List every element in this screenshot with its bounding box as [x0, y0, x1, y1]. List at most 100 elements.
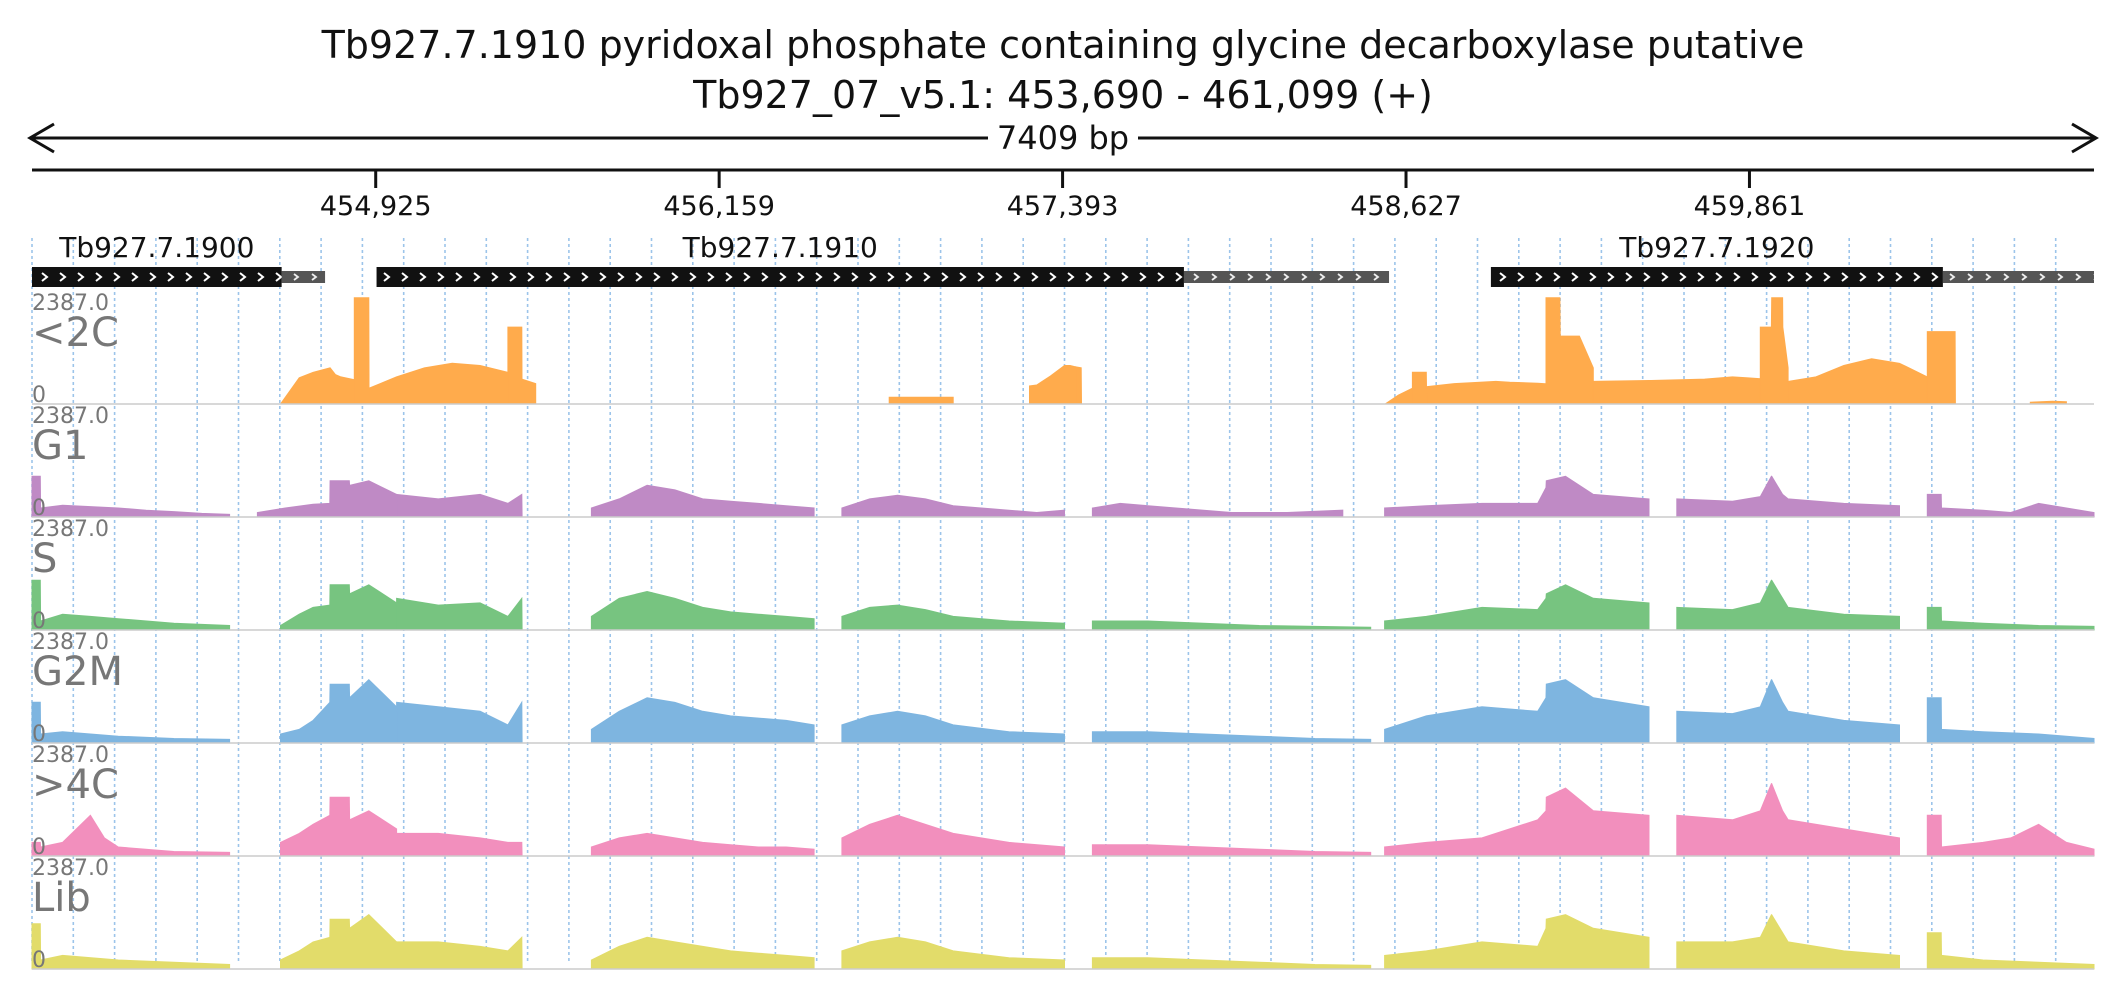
- coverage-area: [1091, 502, 1344, 518]
- axis-ticks: 454,925 456,159 457,393 458,627 459,861: [320, 170, 1805, 222]
- y-max-label: 2387.0: [32, 743, 109, 768]
- coverage-area: [1384, 914, 1650, 970]
- coverage-area: [280, 914, 398, 970]
- coverage-area: [279, 367, 355, 405]
- coverage-area: [1029, 365, 1077, 405]
- coverage-area: [31, 923, 231, 970]
- coverage-area: [590, 484, 815, 518]
- gridlines: [31, 238, 2057, 962]
- coverage-track: 2387.0>4C 0: [31, 743, 2095, 860]
- tick-label: 454,925: [320, 191, 432, 222]
- coverage-area: [396, 493, 536, 518]
- coverage-area: [1545, 297, 1594, 405]
- y-min-label: 0: [32, 835, 46, 860]
- gene-utr-strand: [281, 271, 326, 283]
- coverage-area: [280, 796, 398, 857]
- coverage-area: [590, 590, 815, 631]
- coverage-area: [888, 396, 954, 405]
- y-max-label: 2387.0: [32, 404, 109, 429]
- coverage-track: 2387.0S 0: [31, 517, 2095, 634]
- coverage-area: [396, 832, 536, 857]
- coverage-area: [1787, 358, 1928, 405]
- track-name: G1: [32, 423, 88, 469]
- coverage-area: [1926, 697, 2095, 744]
- coverage-area: [280, 584, 398, 631]
- coverage-area: [1091, 620, 1372, 631]
- coverage-area: [1384, 584, 1650, 631]
- coverage-track: 2387.0G1 0: [31, 404, 2095, 521]
- coverage-track: 2387.0<2C 0: [32, 291, 2094, 408]
- track-name: Lib: [32, 875, 91, 921]
- coverage-area: [1384, 787, 1650, 857]
- coverage-area: [396, 596, 536, 631]
- coverage-area: [1091, 844, 1372, 857]
- coverage-area: [1592, 376, 1761, 405]
- track-name: S: [32, 536, 57, 582]
- coverage-area: [1091, 731, 1372, 744]
- gene-label: Tb927.7.1920: [1618, 231, 1814, 264]
- coverage-area: [1075, 366, 1083, 405]
- coverage-area: [1091, 957, 1372, 970]
- coverage-area: [1676, 679, 1900, 744]
- coverage-area: [1926, 606, 2095, 631]
- coverage-area: [368, 362, 537, 405]
- coverage-area: [396, 936, 536, 970]
- coverage-area: [590, 936, 815, 970]
- figure-subtitle: Tb927_07_v5.1: 453,690 - 461,099 (+): [692, 73, 1433, 117]
- coverage-area: [1676, 579, 1900, 631]
- coverage-area: [1676, 783, 1900, 857]
- span-length-label: 7409 bp: [997, 119, 1129, 157]
- coverage-area: [841, 710, 1065, 744]
- track-name: >4C: [32, 762, 119, 808]
- gene-label: Tb927.7.1910: [682, 231, 878, 264]
- arrow-right-icon: [2071, 122, 2099, 154]
- coverage-area: [31, 475, 231, 518]
- y-min-label: 0: [32, 722, 46, 747]
- coverage-area: [1676, 475, 1900, 518]
- coverage-area: [841, 814, 1065, 857]
- gene-cds-strand: [1490, 267, 1943, 287]
- y-max-label: 2387.0: [32, 291, 109, 316]
- gene-label: Tb927.7.1900: [58, 231, 254, 264]
- tick-label: 457,393: [1007, 191, 1119, 222]
- coverage-area: [1384, 475, 1650, 518]
- coverage-area: [590, 832, 815, 857]
- y-max-label: 2387.0: [32, 630, 109, 655]
- coverage-area: [1926, 932, 2095, 970]
- gene-models: Tb927.7.1900 Tb927.7.1910 Tb927.7.1920: [32, 231, 2094, 287]
- coverage-area: [280, 679, 398, 744]
- tick-label: 459,861: [1694, 191, 1806, 222]
- coverage-area: [590, 697, 815, 744]
- figure-title: Tb927.7.1910 pyridoxal phosphate contain…: [321, 23, 1805, 67]
- gene-utr-strand: [1183, 271, 1390, 283]
- track-name: G2M: [32, 649, 123, 695]
- y-max-label: 2387.0: [32, 517, 109, 542]
- coverage-area: [1759, 297, 1789, 405]
- y-min-label: 0: [32, 383, 46, 408]
- coverage-area: [841, 604, 1065, 631]
- coverage-area: [256, 480, 398, 518]
- coverage-area: [507, 326, 523, 405]
- coverage-area: [353, 297, 370, 405]
- coverage-area: [841, 936, 1065, 970]
- tick-label: 458,627: [1350, 191, 1462, 222]
- coverage-area: [841, 494, 1065, 518]
- coverage-area: [1411, 371, 1428, 405]
- gene-cds-strand: [376, 267, 1184, 287]
- gene-utr-strand: [1942, 271, 2094, 283]
- track-name: <2C: [32, 310, 119, 356]
- arrow-left-icon: [27, 122, 55, 154]
- coverage-area: [1676, 914, 1900, 970]
- coverage-area: [1384, 679, 1650, 744]
- coverage-area: [31, 701, 231, 744]
- coverage-area: [1926, 493, 2095, 518]
- coverage-tracks: 2387.0<2C02387.0G102387.0S02387.0G2M0238…: [31, 291, 2095, 973]
- y-min-label: 0: [32, 496, 46, 521]
- coverage-area: [396, 700, 536, 744]
- coverage-area: [31, 814, 231, 857]
- coverage-area: [1926, 814, 2095, 857]
- coverage-area: [31, 579, 231, 631]
